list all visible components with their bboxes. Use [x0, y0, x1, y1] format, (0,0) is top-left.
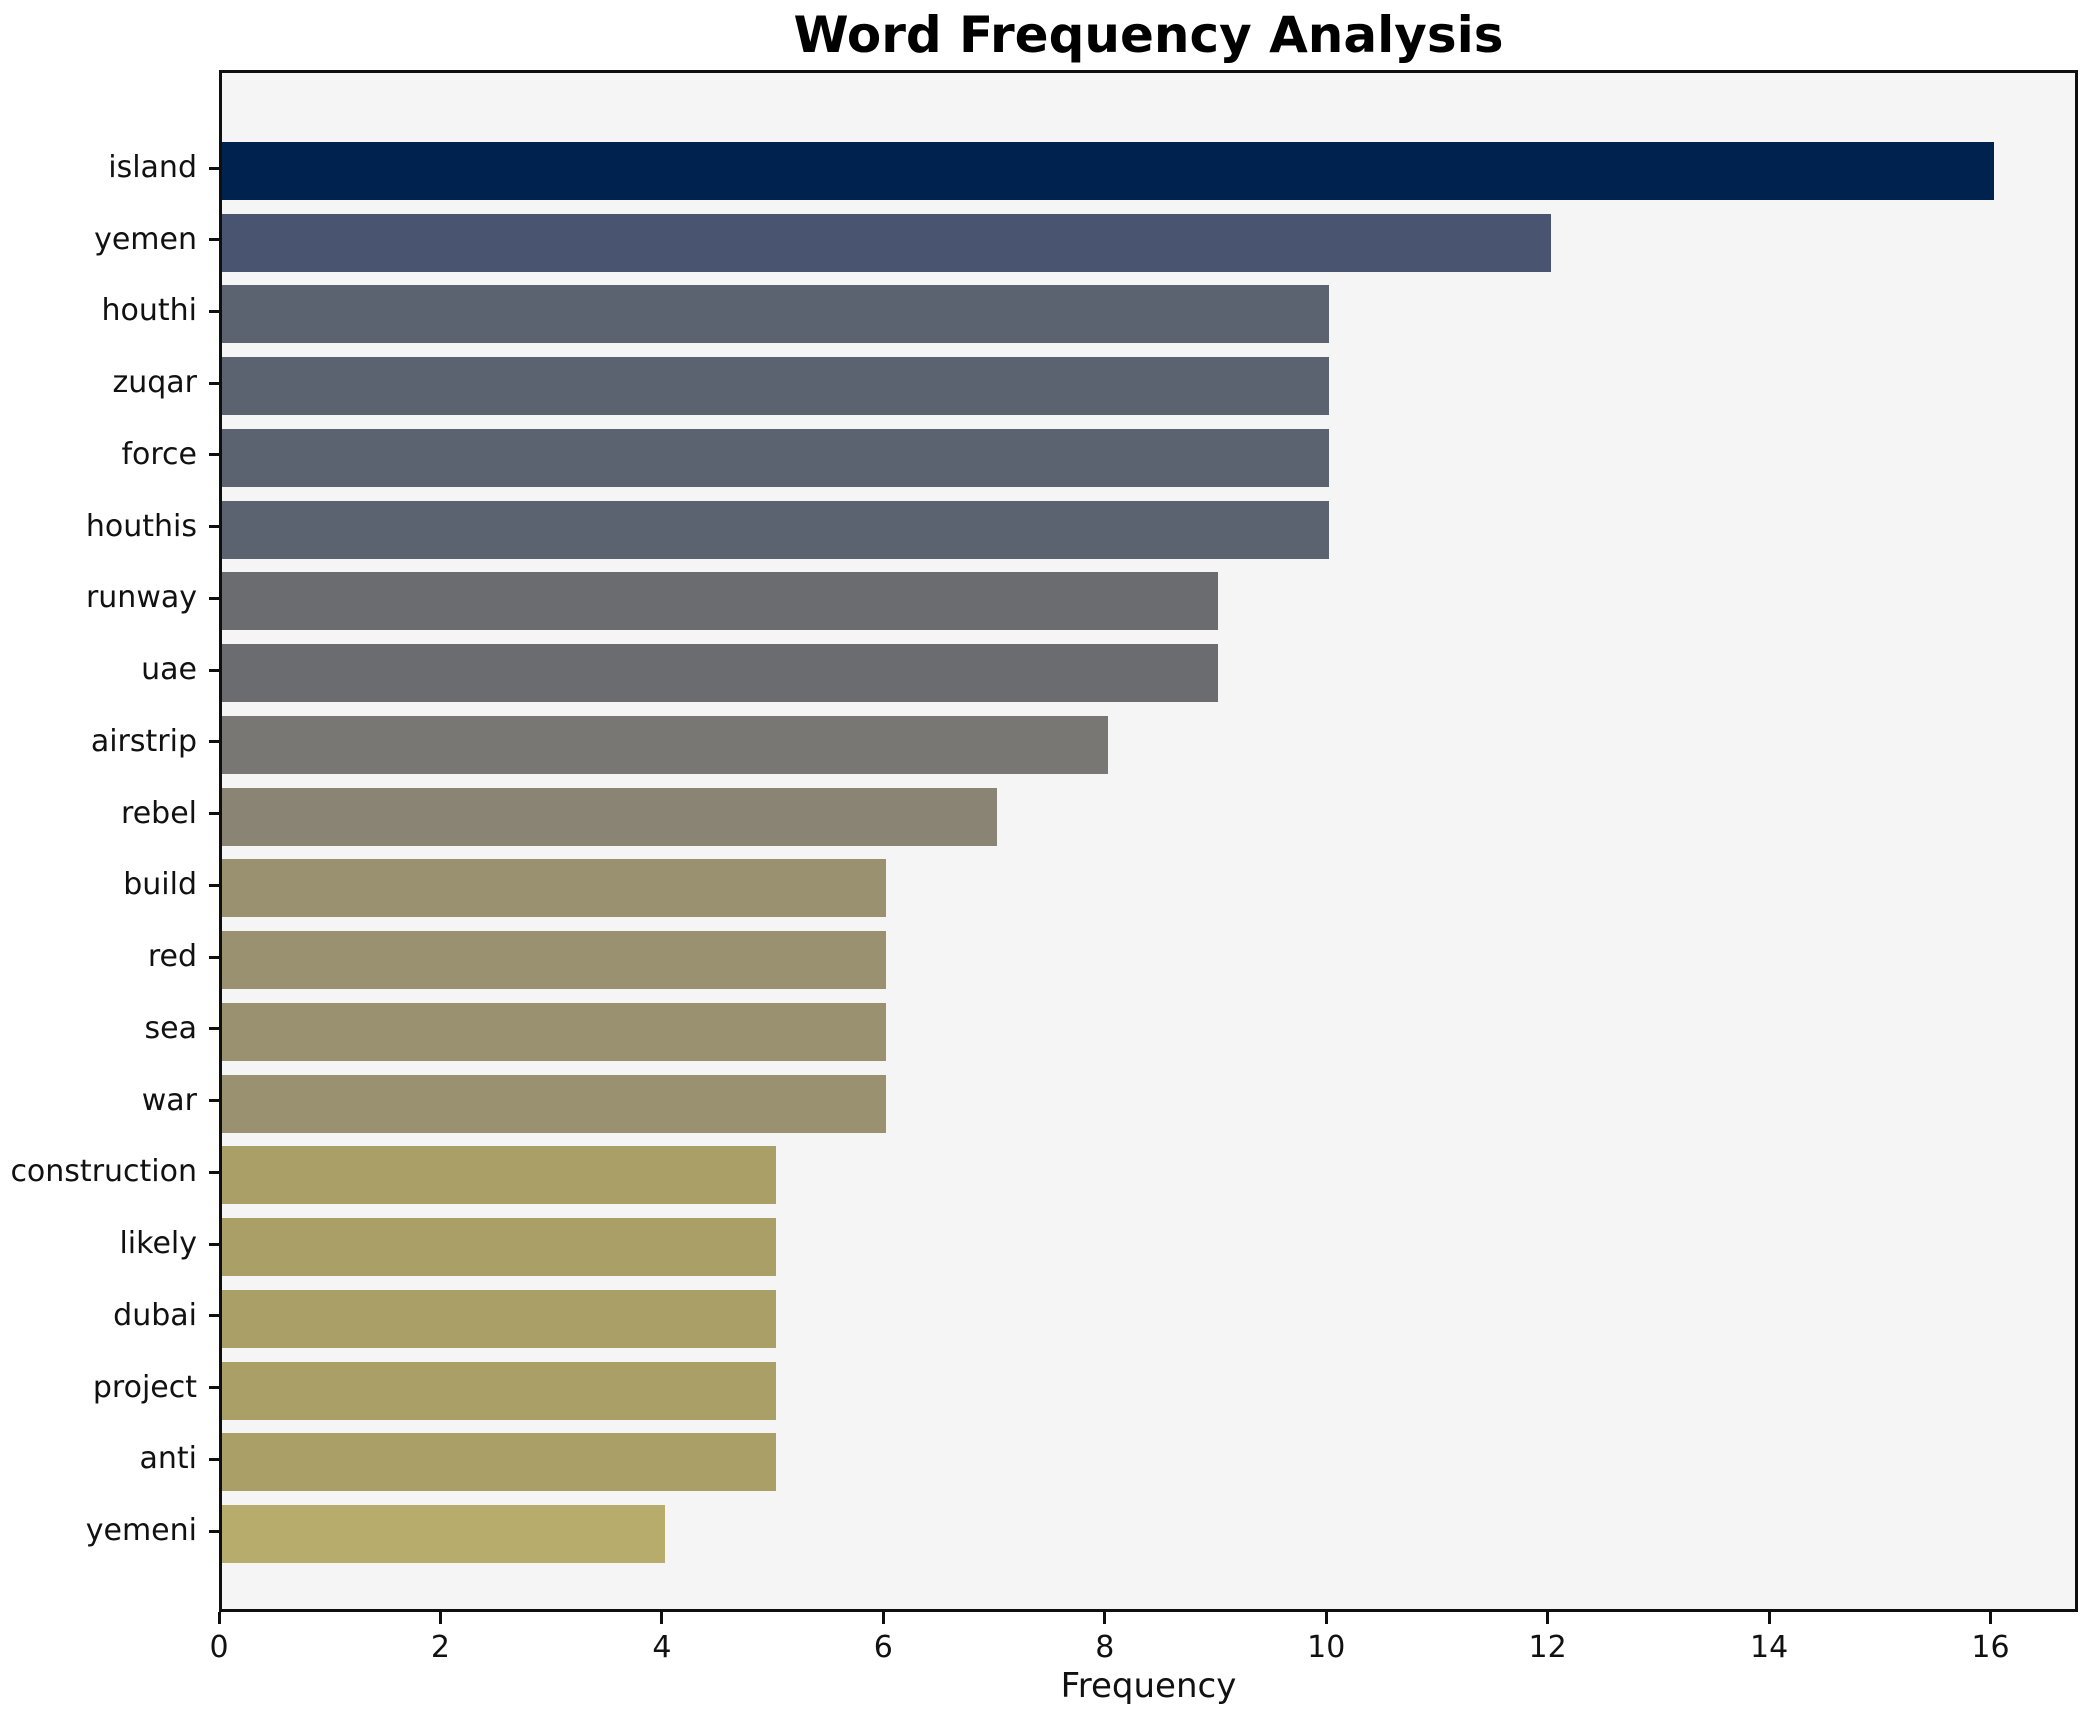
y-tick-mark	[209, 668, 219, 672]
x-tick-label-10: 10	[1307, 1630, 1346, 1665]
x-tick-mark	[1546, 1612, 1550, 1624]
x-tick-label-14: 14	[1749, 1630, 1789, 1665]
bar-project	[222, 1361, 776, 1420]
y-tick-mark	[209, 309, 219, 313]
bar-build	[222, 859, 887, 918]
x-tick-label-8: 8	[1095, 1630, 1115, 1665]
y-tick-mark	[209, 166, 219, 170]
y-tick-label-runway: runway	[85, 580, 197, 616]
y-tick-mark	[209, 381, 219, 385]
x-tick-label-2: 2	[430, 1630, 450, 1665]
y-tick-label-airstrip: airstrip	[90, 723, 197, 759]
y-tick-label-houthi: houthi	[101, 293, 198, 329]
bar-uae	[222, 644, 1219, 703]
y-tick-label-war: war	[141, 1082, 197, 1118]
bar-sea	[222, 1002, 887, 1061]
plot-area	[219, 70, 2078, 1612]
bar-houthi	[222, 285, 1330, 344]
x-tick-mark	[660, 1612, 664, 1624]
bar-yemen	[222, 213, 1551, 272]
bar-island	[222, 142, 1994, 200]
y-tick-label-force: force	[121, 436, 197, 472]
x-axis-title: Frequency	[1060, 1666, 1237, 1706]
y-tick-label-red: red	[147, 939, 197, 975]
bar-yemeni	[222, 1505, 665, 1564]
y-tick-label-anti: anti	[139, 1441, 198, 1477]
bar-dubai	[222, 1289, 776, 1348]
bar-force	[222, 428, 1330, 487]
y-tick-mark	[209, 453, 219, 457]
y-tick-label-sea: sea	[144, 1010, 197, 1046]
y-tick-mark	[209, 1529, 219, 1533]
x-tick-mark	[217, 1612, 221, 1624]
x-tick-mark	[1103, 1612, 1107, 1624]
x-tick-mark	[881, 1612, 885, 1624]
y-tick-label-construction: construction	[10, 1154, 197, 1190]
bar-runway	[222, 572, 1219, 631]
bar-anti	[222, 1433, 776, 1492]
y-tick-mark	[209, 525, 219, 529]
y-tick-label-yemen: yemen	[94, 221, 197, 257]
x-tick-label-12: 12	[1528, 1630, 1567, 1665]
y-tick-mark	[209, 1170, 219, 1174]
bar-rebel	[222, 787, 998, 846]
y-tick-label-zuqar: zuqar	[112, 365, 197, 401]
y-tick-mark	[209, 812, 219, 816]
x-tick-label-6: 6	[873, 1630, 893, 1665]
y-tick-mark	[209, 1242, 219, 1246]
y-tick-label-island: island	[108, 150, 197, 185]
y-tick-label-rebel: rebel	[121, 795, 197, 831]
y-tick-mark	[209, 955, 219, 959]
y-tick-label-yemeni: yemeni	[85, 1513, 197, 1549]
y-tick-mark	[209, 883, 219, 887]
y-tick-mark	[209, 1457, 219, 1461]
bar-houthis	[222, 500, 1330, 559]
y-tick-label-project: project	[92, 1369, 197, 1405]
y-tick-mark	[209, 1027, 219, 1031]
bar-zuqar	[222, 357, 1330, 416]
y-tick-mark	[209, 1314, 219, 1318]
y-tick-label-dubai: dubai	[113, 1297, 197, 1333]
x-tick-label-16: 16	[1971, 1630, 2010, 1665]
bar-likely	[222, 1218, 776, 1277]
y-tick-mark	[209, 238, 219, 242]
y-tick-label-likely: likely	[119, 1226, 197, 1262]
bar-construction	[222, 1146, 776, 1205]
x-tick-label-4: 4	[652, 1630, 672, 1665]
y-tick-mark	[209, 740, 219, 744]
bar-red	[222, 931, 887, 990]
x-tick-mark	[1324, 1612, 1328, 1624]
y-tick-label-houthis: houthis	[85, 508, 197, 544]
y-tick-mark	[209, 1099, 219, 1103]
bar-war	[222, 1074, 887, 1133]
x-tick-mark	[1989, 1612, 1993, 1624]
chart-title: Word Frequency Analysis	[793, 6, 1504, 64]
y-tick-mark	[209, 1386, 219, 1390]
y-tick-mark	[209, 596, 219, 600]
x-tick-label-0: 0	[209, 1630, 229, 1665]
y-tick-label-uae: uae	[141, 652, 197, 688]
x-tick-mark	[1767, 1612, 1771, 1624]
bar-airstrip	[222, 715, 1108, 774]
y-tick-label-build: build	[123, 867, 197, 903]
x-tick-mark	[438, 1612, 442, 1624]
